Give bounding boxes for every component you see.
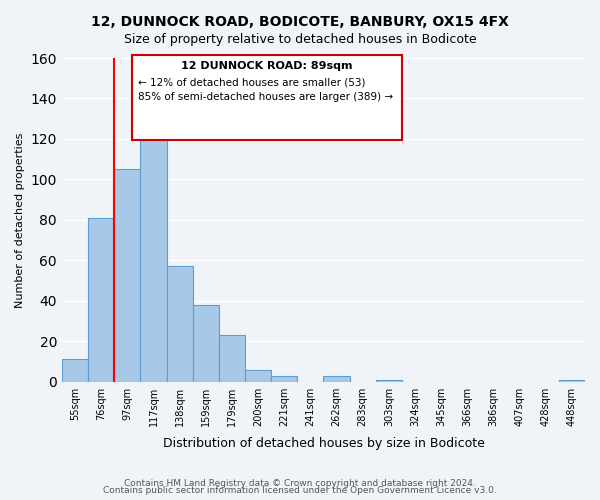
Bar xyxy=(376,380,402,382)
Text: 12, DUNNOCK ROAD, BODICOTE, BANBURY, OX15 4FX: 12, DUNNOCK ROAD, BODICOTE, BANBURY, OX1… xyxy=(91,15,509,29)
Bar xyxy=(193,305,219,382)
Bar xyxy=(559,380,585,382)
Bar xyxy=(88,218,114,382)
Text: 85% of semi-detached houses are larger (389) →: 85% of semi-detached houses are larger (… xyxy=(138,92,393,102)
Bar xyxy=(219,335,245,382)
Bar xyxy=(245,370,271,382)
Text: Contains public sector information licensed under the Open Government Licence v3: Contains public sector information licen… xyxy=(103,486,497,495)
Bar xyxy=(271,376,298,382)
Text: Size of property relative to detached houses in Bodicote: Size of property relative to detached ho… xyxy=(124,32,476,46)
Text: Contains HM Land Registry data © Crown copyright and database right 2024.: Contains HM Land Registry data © Crown c… xyxy=(124,478,476,488)
Y-axis label: Number of detached properties: Number of detached properties xyxy=(15,132,25,308)
Text: 12 DUNNOCK ROAD: 89sqm: 12 DUNNOCK ROAD: 89sqm xyxy=(181,61,353,71)
Bar xyxy=(323,376,350,382)
Bar xyxy=(167,266,193,382)
Text: ← 12% of detached houses are smaller (53): ← 12% of detached houses are smaller (53… xyxy=(138,78,365,88)
Bar xyxy=(140,118,167,382)
Bar xyxy=(62,360,88,382)
X-axis label: Distribution of detached houses by size in Bodicote: Distribution of detached houses by size … xyxy=(163,437,484,450)
Bar xyxy=(114,170,140,382)
